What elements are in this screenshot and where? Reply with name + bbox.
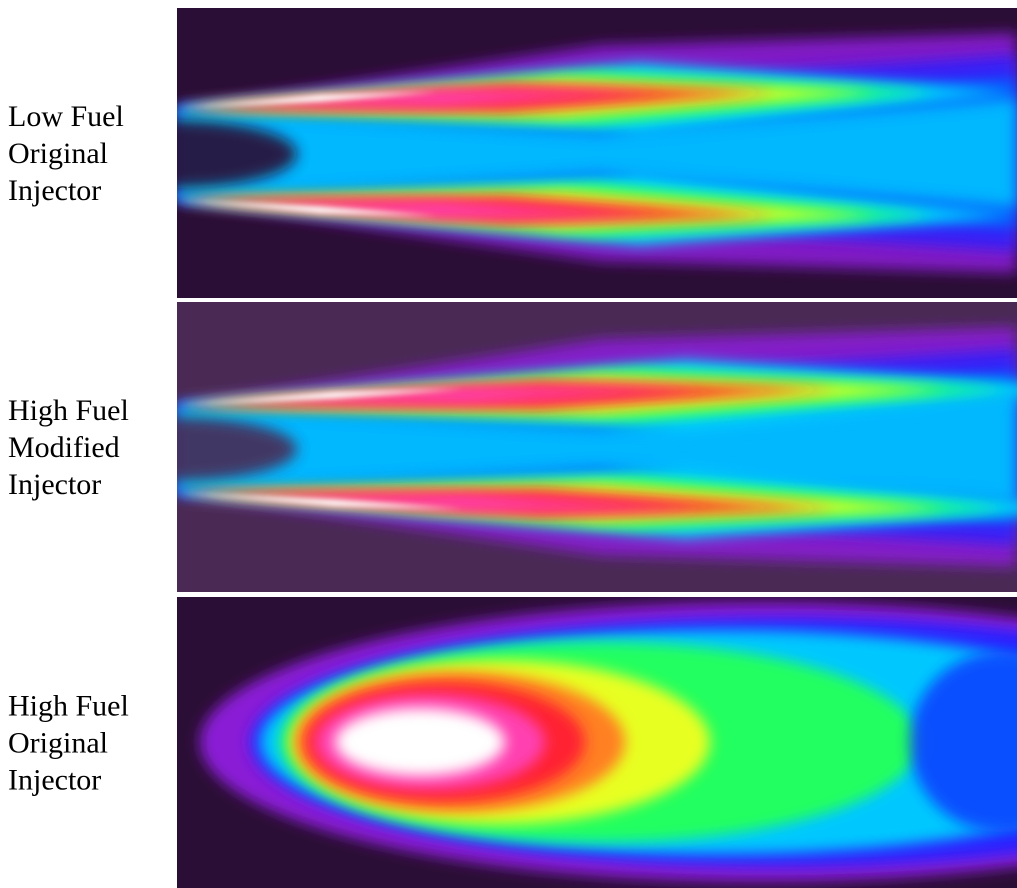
jet-layer (177, 389, 463, 405)
panel-label: Original (8, 137, 108, 170)
panel-label: High Fuel (8, 690, 129, 723)
panel-label: Injector (8, 468, 101, 501)
flame-image (177, 302, 1017, 592)
downstream-blue (910, 652, 1017, 832)
flame-images (177, 8, 1017, 888)
jet-layer (177, 200, 657, 219)
flame-envelope (177, 99, 1017, 207)
jet-layer (177, 493, 463, 509)
flame-image (177, 597, 1017, 888)
flame-envelope (177, 393, 1017, 501)
panel-label: Modified (8, 431, 120, 464)
panel-label: Original (8, 727, 108, 760)
panel-label: Injector (8, 764, 101, 797)
jet-layer (177, 200, 437, 216)
core-gap (177, 417, 297, 481)
panel-label: Injector (8, 174, 101, 207)
flame-image (177, 8, 1017, 298)
panel-label: High Fuel (8, 394, 129, 427)
jet-layer (177, 493, 705, 512)
jet-layer (177, 386, 705, 405)
labels: Low Fuel Original Injector High Fuel Modifie… (8, 100, 129, 797)
core-gap (177, 120, 297, 188)
flame-layer (335, 708, 505, 776)
jet-layer (177, 92, 437, 108)
panel-label: Low Fuel (8, 100, 124, 133)
jet-layer (177, 89, 657, 108)
